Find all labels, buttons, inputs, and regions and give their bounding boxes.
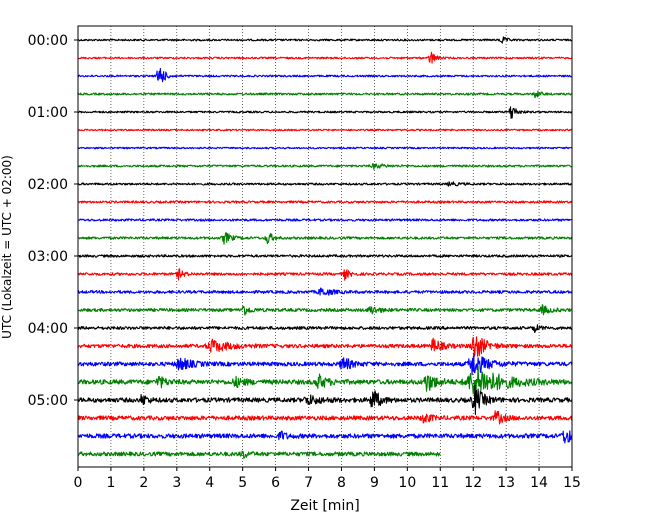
trace-row-14 <box>77 287 573 296</box>
x-tick-label-11: 11 <box>431 475 449 491</box>
x-tick-label-3: 3 <box>172 475 181 491</box>
trace-row-9 <box>77 200 573 204</box>
x-tick-label-12: 12 <box>464 475 482 491</box>
x-tick-label-1: 1 <box>106 475 115 491</box>
trace-row-17 <box>77 336 573 357</box>
trace-row-5 <box>77 128 573 132</box>
trace-row-21 <box>77 410 573 425</box>
y-tick-label-04:00: 04:00 <box>28 321 68 337</box>
trace-row-6 <box>77 146 573 150</box>
x-tick-label-4: 4 <box>205 475 214 491</box>
x-tick-label-0: 0 <box>74 475 83 491</box>
y-axis-ticks: 00:00 01:00 02:00 03:00 04:00 05:00 <box>28 33 78 409</box>
x-tick-label-14: 14 <box>530 475 548 491</box>
x-axis-ticks: 0 1 2 3 4 5 6 7 8 9 10 11 12 13 14 15 <box>74 467 581 491</box>
trace-row-18 <box>77 353 573 376</box>
x-tick-label-13: 13 <box>497 475 515 491</box>
trace-row-4 <box>77 106 573 119</box>
y-tick-label-03:00: 03:00 <box>28 249 68 265</box>
y-axis-label: UTC (Lokalzeit = UTC + 02:00) <box>0 155 14 339</box>
y-tick-label-05:00: 05:00 <box>28 393 68 409</box>
trace-row-3 <box>77 90 573 99</box>
x-tick-label-9: 9 <box>370 475 379 491</box>
x-tick-label-15: 15 <box>563 475 581 491</box>
x-tick-label-6: 6 <box>271 475 280 491</box>
trace-row-16 <box>77 324 573 333</box>
trace-row-19 <box>77 365 573 398</box>
y-tick-label-02:00: 02:00 <box>28 177 68 193</box>
trace-row-23 <box>77 450 441 459</box>
trace-row-10 <box>77 218 573 222</box>
trace-row-13 <box>77 268 573 281</box>
x-tick-label-8: 8 <box>337 475 346 491</box>
x-axis-label: Zeit [min] <box>290 498 359 514</box>
x-tick-label-7: 7 <box>304 475 313 491</box>
trace-row-0 <box>77 36 573 44</box>
trace-row-1 <box>77 51 573 64</box>
x-tick-label-10: 10 <box>398 475 416 491</box>
seismic-traces <box>77 36 573 459</box>
trace-row-22 <box>77 430 573 444</box>
trace-row-12 <box>77 254 573 258</box>
plot-frame <box>77 25 573 468</box>
y-tick-label-00:00: 00:00 <box>28 33 68 49</box>
trace-row-11 <box>77 232 573 245</box>
trace-row-20 <box>77 384 573 416</box>
trace-row-8 <box>77 181 573 187</box>
y-tick-label-01:00: 01:00 <box>28 105 68 121</box>
x-tick-label-5: 5 <box>238 475 247 491</box>
trace-row-15 <box>77 304 573 316</box>
trace-row-2 <box>77 67 573 83</box>
x-tick-label-2: 2 <box>139 475 148 491</box>
trace-row-7 <box>77 163 573 170</box>
